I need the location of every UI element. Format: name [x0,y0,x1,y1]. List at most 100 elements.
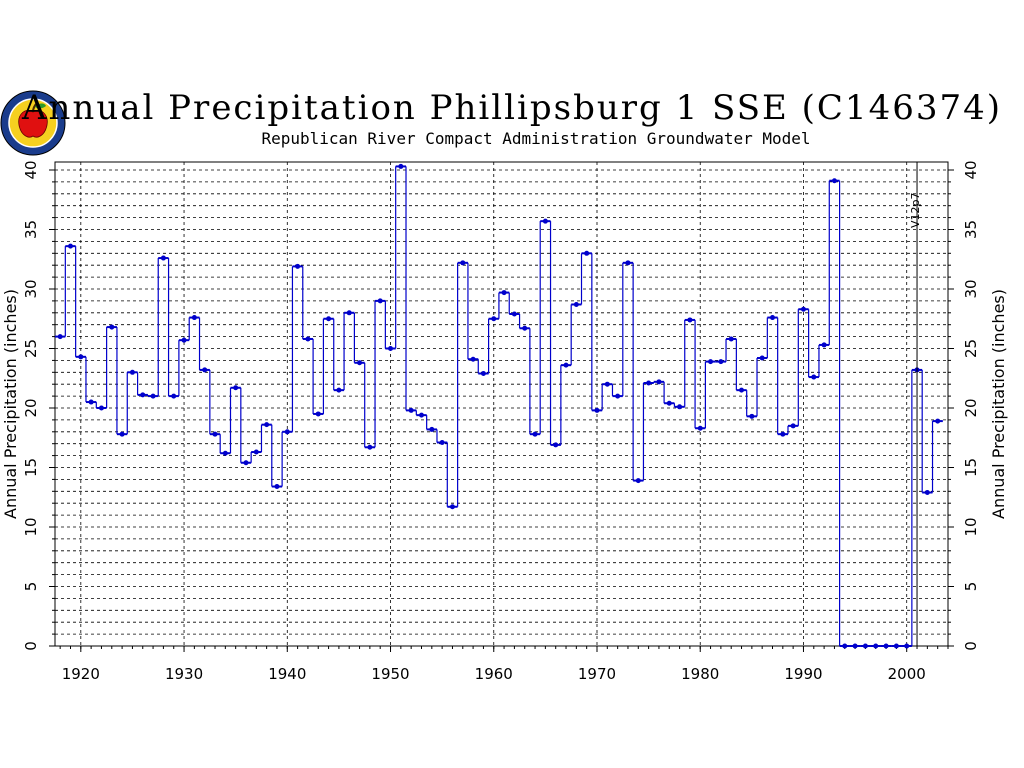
data-point [264,422,270,428]
data-point [594,407,600,413]
data-point [253,449,259,455]
data-point [780,431,786,437]
data-point [728,336,734,342]
y-tick-label-left: 10 [22,517,40,536]
data-point [800,306,806,312]
data-point [862,643,868,649]
y-tick-label-right: 30 [962,279,980,298]
data-point [388,346,394,351]
y-tick-label-left: 5 [22,582,40,592]
data-point [656,379,662,385]
data-point [831,178,837,184]
data-point [470,356,476,362]
data-point [315,411,321,417]
data-point [305,336,311,342]
data-point [181,337,187,343]
y-tick-label-left: 35 [22,220,40,239]
data-point [212,431,218,437]
data-point [109,324,115,330]
x-tick-label: 1980 [681,665,719,683]
data-point [790,423,796,429]
data-point [377,298,383,304]
data-point [274,484,280,490]
data-point [57,334,63,340]
y-tick-label-right: 40 [962,160,980,179]
data-point [852,643,858,649]
data-point [150,393,156,399]
y-tick-label-right: 25 [962,339,980,358]
data-point [78,354,84,360]
data-point [398,163,404,169]
data-point [129,369,135,375]
y-tick-label-right: 0 [962,641,980,651]
data-point [98,405,104,411]
data-point [708,359,714,365]
data-point [367,444,373,450]
x-tick-label: 1950 [371,665,409,683]
data-point [584,250,590,256]
data-point [408,407,414,413]
data-point [635,478,641,484]
data-point [893,643,899,649]
y-tick-label-left: 0 [22,641,40,651]
x-tick-label: 2000 [888,665,926,683]
data-point [429,426,435,432]
data-point [749,413,755,419]
x-tick-label: 1930 [165,665,203,683]
grid-lines [55,162,948,646]
data-point [243,460,249,466]
data-point [697,425,703,431]
data-point [160,255,166,261]
data-point [904,643,910,649]
data-point [222,450,228,456]
data-point [883,643,889,649]
chart-title: Annual Precipitation Phillipsburg 1 SSE … [21,88,1002,128]
data-point [646,380,652,386]
data-point [460,260,466,266]
y-tick-label-right: 10 [962,517,980,536]
data-point [119,431,125,437]
y-axis-label-right: Annual Precipitation (inches) [989,289,1008,519]
data-point [88,399,94,405]
data-point [677,404,683,410]
annotation-label: V12p7 [909,192,922,228]
data-point [687,317,693,323]
data-point [202,367,208,373]
plot-frame [54,161,949,647]
y-tick-label-right: 5 [962,582,980,592]
data-point [171,393,177,399]
data-point [739,387,745,393]
data-point [295,263,301,269]
data-point [439,440,445,446]
data-point [191,315,197,321]
data-point [67,243,73,249]
data-point [666,400,672,406]
data-point [563,362,569,368]
data-point [604,381,610,387]
data-point [924,489,930,495]
data-point [284,429,290,435]
data-point [511,311,517,317]
data-point [449,504,455,510]
data-point [233,385,239,391]
x-tick-label: 1960 [475,665,513,683]
y-tick-label-right: 15 [962,458,980,477]
y-tick-label-right: 20 [962,398,980,417]
data-point [140,392,146,398]
x-tick-label: 1970 [578,665,616,683]
data-point [542,218,548,224]
axis-ticks: 0 0 5 5 10 10 15 15 20 20 25 25 30 30 35 35 40 40 1920 1930… [22,160,980,683]
logo-seal [0,90,66,156]
data-point [759,355,765,361]
chart-subtitle: Republican River Compact Administration … [261,129,811,148]
y-tick-label-left: 20 [22,398,40,417]
x-tick-label: 1920 [62,665,100,683]
data-point [718,359,724,365]
data-point [873,643,879,649]
y-tick-label-left: 15 [22,458,40,477]
data-point [935,418,941,424]
data-point [491,316,497,322]
x-tick-label: 1940 [268,665,306,683]
y-tick-label-left: 40 [22,160,40,179]
